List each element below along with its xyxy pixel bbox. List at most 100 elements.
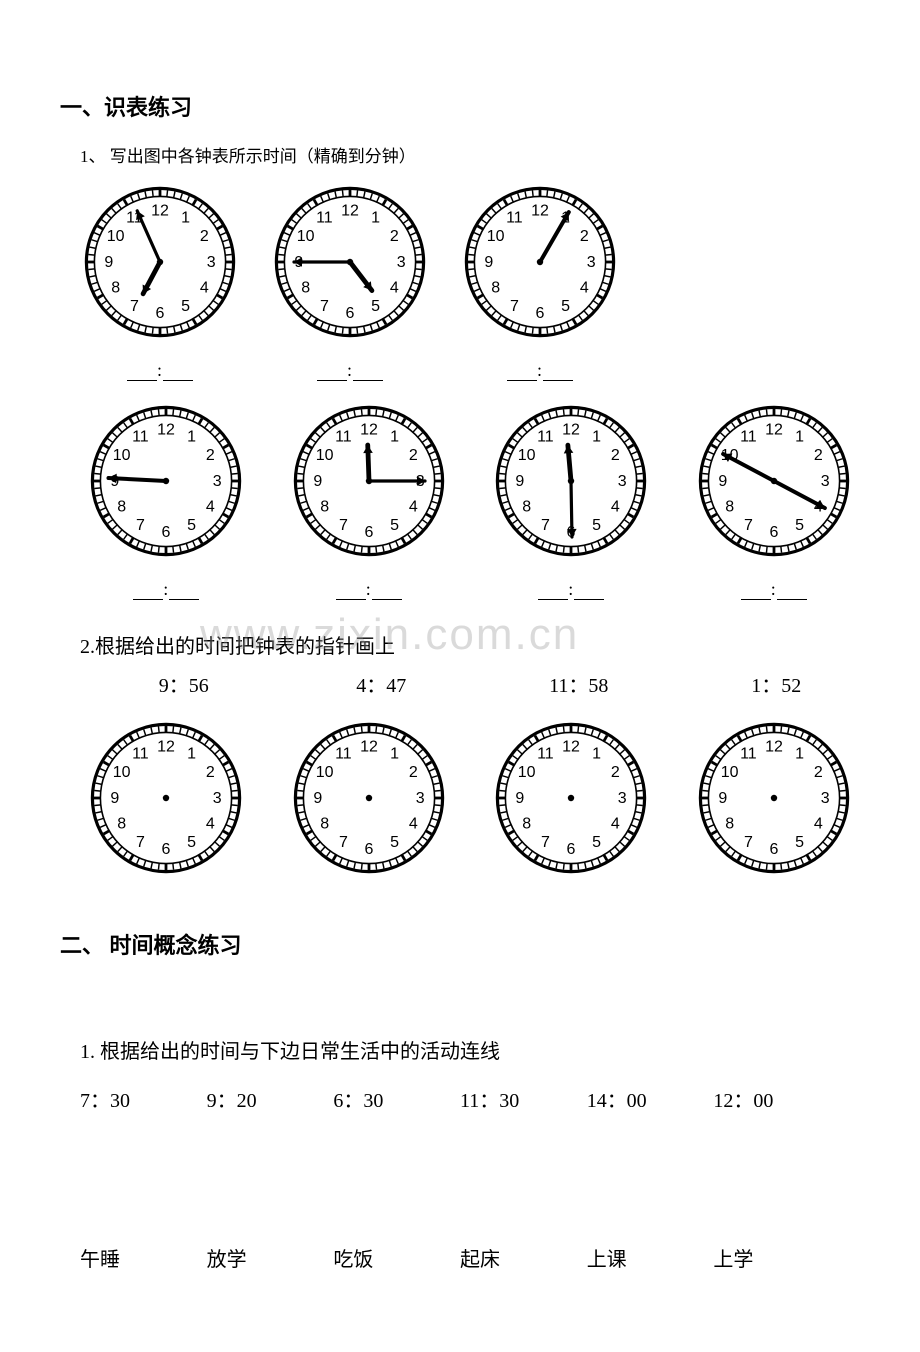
clock-face: 123456789101112: [289, 401, 449, 561]
section2-title: 二、 时间概念练习: [60, 928, 860, 960]
svg-text:8: 8: [522, 815, 531, 832]
svg-text:2: 2: [814, 764, 823, 781]
svg-text:1: 1: [795, 745, 804, 762]
svg-text:12: 12: [360, 739, 378, 756]
clock-face: 123456789101112: [491, 401, 651, 561]
svg-text:9: 9: [516, 473, 525, 490]
clock-row-2: 123456789101112:123456789101112:12345678…: [80, 401, 860, 600]
match-time: 11：30: [460, 1084, 587, 1113]
svg-text:3: 3: [587, 254, 596, 271]
svg-text:12: 12: [531, 203, 549, 220]
svg-text:8: 8: [320, 815, 329, 832]
svg-text:3: 3: [820, 473, 829, 490]
s2-q1-label: 1. 根据给出的时间与下边日常生活中的活动连线: [80, 1035, 860, 1064]
match-activity: 放学: [207, 1243, 334, 1272]
svg-text:12: 12: [157, 739, 175, 756]
svg-text:1: 1: [592, 428, 601, 445]
svg-text:12: 12: [360, 422, 378, 439]
svg-text:11: 11: [506, 209, 523, 226]
svg-text:10: 10: [107, 228, 125, 245]
svg-text:6: 6: [162, 524, 171, 541]
match-activity: 午睡: [80, 1243, 207, 1272]
svg-text:11: 11: [132, 428, 149, 445]
svg-text:6: 6: [567, 841, 576, 858]
svg-text:5: 5: [390, 517, 399, 534]
blank-time: :: [127, 360, 193, 381]
svg-text:4: 4: [206, 815, 215, 832]
svg-text:7: 7: [339, 517, 348, 534]
svg-text:9: 9: [516, 790, 525, 807]
clock-face: 123456789101112: [270, 182, 430, 342]
svg-text:11: 11: [740, 745, 757, 762]
svg-text:4: 4: [814, 815, 823, 832]
blank-clock: 123456789101112: [80, 718, 253, 878]
svg-text:2: 2: [611, 447, 620, 464]
clock-face: 123456789101112: [80, 182, 240, 342]
svg-text:3: 3: [213, 790, 222, 807]
svg-text:1: 1: [390, 428, 399, 445]
svg-text:2: 2: [580, 228, 589, 245]
match-times-row: 7：309：206：3011：3014：0012：00: [80, 1084, 840, 1113]
svg-text:2: 2: [206, 447, 215, 464]
svg-text:10: 10: [316, 764, 334, 781]
blank-time: :: [317, 360, 383, 381]
svg-text:3: 3: [213, 473, 222, 490]
blank-clock: 123456789101112: [283, 718, 456, 878]
svg-text:5: 5: [187, 834, 196, 851]
svg-text:9: 9: [111, 790, 120, 807]
clock-face: 123456789101112: [289, 718, 449, 878]
svg-text:1: 1: [187, 745, 196, 762]
svg-text:8: 8: [522, 498, 531, 515]
clock-face: 123456789101112: [86, 718, 246, 878]
clock-cell: 123456789101112:: [485, 401, 658, 600]
svg-text:7: 7: [541, 517, 550, 534]
svg-text:6: 6: [162, 841, 171, 858]
svg-text:11: 11: [537, 745, 554, 762]
svg-text:1: 1: [371, 209, 380, 226]
svg-text:11: 11: [132, 745, 149, 762]
svg-text:12: 12: [765, 739, 783, 756]
draw-time-label: 1：52: [693, 669, 861, 718]
svg-text:6: 6: [536, 305, 545, 322]
svg-text:8: 8: [117, 815, 126, 832]
section1-title: 一、识表练习: [60, 90, 860, 122]
svg-text:9: 9: [718, 473, 727, 490]
svg-text:3: 3: [397, 254, 406, 271]
svg-text:12: 12: [341, 203, 359, 220]
match-activity: 上课: [587, 1243, 714, 1272]
svg-text:9: 9: [104, 254, 113, 271]
svg-text:4: 4: [390, 279, 399, 296]
svg-text:10: 10: [518, 764, 536, 781]
svg-text:1: 1: [187, 428, 196, 445]
svg-text:5: 5: [795, 517, 804, 534]
svg-text:5: 5: [181, 298, 190, 315]
svg-text:7: 7: [320, 298, 329, 315]
match-time: 6：30: [333, 1084, 460, 1113]
clock-face: 123456789101112: [694, 718, 854, 878]
svg-text:5: 5: [371, 298, 380, 315]
svg-text:7: 7: [130, 298, 139, 315]
draw-time-labels: 9：56 4：47 11：58 1：52: [100, 669, 860, 718]
blank-time: :: [336, 579, 402, 600]
blank-clock: 123456789101112: [688, 718, 861, 878]
clock-face: 123456789101112: [86, 401, 246, 561]
svg-text:4: 4: [611, 498, 620, 515]
svg-text:6: 6: [364, 524, 373, 541]
draw-time-label: 11：58: [495, 669, 663, 718]
draw-time-clocks: 1234567891011121234567891011121234567891…: [80, 718, 860, 878]
clock-cell: 123456789101112:: [283, 401, 456, 600]
svg-text:8: 8: [117, 498, 126, 515]
svg-text:10: 10: [487, 228, 505, 245]
match-activity: 上学: [713, 1243, 840, 1272]
svg-text:10: 10: [316, 447, 334, 464]
match-activity: 吃饭: [333, 1243, 460, 1272]
match-time: 14：00: [587, 1084, 714, 1113]
svg-text:5: 5: [187, 517, 196, 534]
svg-text:1: 1: [592, 745, 601, 762]
svg-text:10: 10: [297, 228, 315, 245]
match-time: 7：30: [80, 1084, 207, 1113]
blank-clock: 123456789101112: [485, 718, 658, 878]
draw-time-label: 9：56: [100, 669, 268, 718]
draw-time-label: 4：47: [298, 669, 466, 718]
svg-text:7: 7: [510, 298, 519, 315]
